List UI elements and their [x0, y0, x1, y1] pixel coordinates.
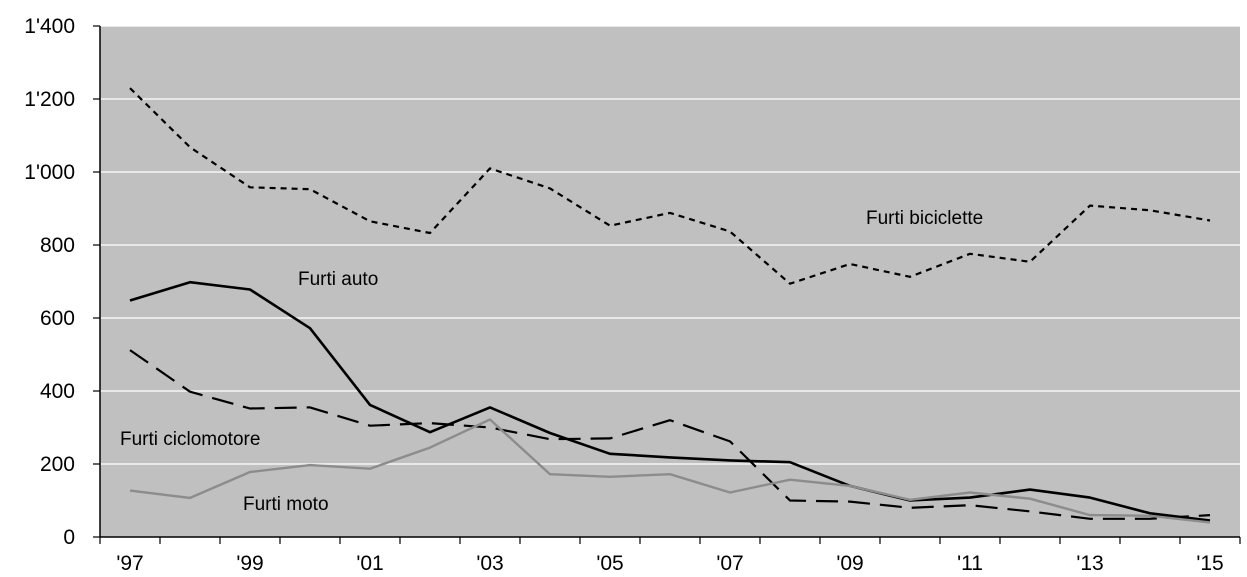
x-tick-label: '05	[596, 552, 623, 575]
series-line-furti-moto	[129, 418, 1211, 524]
gridlines	[100, 25, 1240, 465]
y-ticks: 0 200 400 600 800 1'000 1'200 1'400	[24, 15, 100, 549]
x-tick-label: '09	[836, 552, 863, 575]
y-tick-label: 200	[40, 453, 75, 476]
series-label-furti-auto: Furti auto	[298, 269, 378, 290]
x-tick-label: '13	[1076, 552, 1103, 575]
y-tick-label: 0	[63, 526, 75, 549]
x-tick-label: '97	[116, 552, 143, 575]
x-tick-label: '15	[1196, 552, 1223, 575]
series-line-furti-auto	[129, 280, 1211, 522]
series-line-furti-ciclomotore	[129, 349, 1211, 520]
series-label-furti-biciclette: Furti biciclette	[866, 208, 983, 229]
y-tick-label: 1'200	[24, 88, 75, 111]
x-ticks: '97 '99 '01 '03 '05 '07 '09 '11 '13 '15	[99, 537, 1241, 575]
x-tick-label: '03	[476, 552, 503, 575]
series-label-furti-moto: Furti moto	[243, 494, 329, 515]
y-tick-label: 800	[40, 234, 75, 257]
series-line-furti-biciclette	[129, 87, 1211, 285]
y-tick-label: 600	[40, 307, 75, 330]
y-tick-label: 1'400	[24, 15, 75, 38]
x-tick-label: '11	[957, 552, 983, 575]
series-label-furti-ciclomotore: Furti ciclomotore	[120, 429, 260, 450]
y-tick-label: 1'000	[24, 161, 75, 184]
plot-area	[100, 26, 1240, 537]
series-lines	[129, 87, 1211, 524]
x-tick-label: '01	[356, 552, 383, 575]
x-tick-label: '07	[716, 552, 743, 575]
x-tick-label: '99	[236, 552, 263, 575]
y-tick-label: 400	[40, 380, 75, 403]
